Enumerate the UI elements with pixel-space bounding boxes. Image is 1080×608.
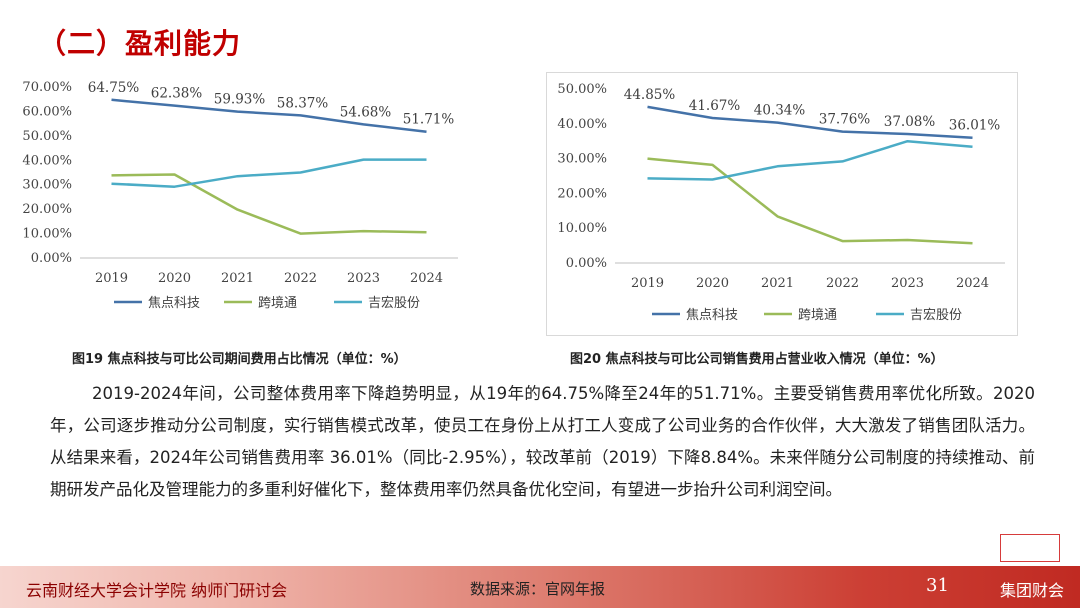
data-label: 62.38% bbox=[151, 86, 203, 102]
figure-20-caption: 图20 焦点科技与可比公司销售费用占营业收入情况（单位：%） bbox=[570, 352, 944, 367]
figure-19-caption: 图19 焦点科技与可比公司期间费用占比情况（单位：%） bbox=[72, 352, 407, 367]
legend-label: 跨境通 bbox=[258, 296, 297, 311]
chart-1-svg: 0.00% 10.00% 20.00% 30.00% 40.00% 50.00% 60.00… bbox=[22, 80, 458, 311]
x-tick-label: 2019 bbox=[631, 276, 664, 291]
y-tick-label: 20.00% bbox=[22, 202, 72, 217]
footer-brand: 集团财会 bbox=[1000, 581, 1065, 600]
analysis-paragraph: 2019-2024年间，公司整体费用率下降趋势明显，从19年的64.75%降至2… bbox=[50, 384, 1035, 499]
legend-label: 焦点科技 bbox=[686, 308, 738, 323]
series-line-1 bbox=[647, 157, 973, 245]
data-label: 37.76% bbox=[819, 112, 871, 128]
y-tick-label: 70.00% bbox=[22, 80, 72, 95]
series-line-2 bbox=[111, 158, 427, 188]
y-tick-label: 0.00% bbox=[566, 256, 607, 271]
data-label: 40.34% bbox=[754, 103, 806, 119]
y-tick-label: 0.00% bbox=[31, 251, 72, 266]
x-tick-label: 2020 bbox=[696, 276, 729, 291]
legend-label: 吉宏股份 bbox=[910, 308, 962, 323]
x-tick-label: 2021 bbox=[221, 271, 254, 286]
x-tick-label: 2019 bbox=[95, 271, 128, 286]
y-tick-label: 40.00% bbox=[22, 153, 72, 168]
x-tick-label: 2020 bbox=[158, 271, 191, 286]
y-tick-label: 30.00% bbox=[557, 152, 607, 167]
chart-2-svg: 0.00% 10.00% 20.00% 30.00% 40.00% 50.00% 2019 2… bbox=[557, 82, 1005, 323]
data-label: 51.71% bbox=[403, 112, 455, 128]
y-tick-label: 20.00% bbox=[557, 186, 607, 201]
y-tick-label: 50.00% bbox=[22, 129, 72, 144]
series-line-0 bbox=[647, 105, 973, 139]
chart-sales-expense-ratio: 0.00% 10.00% 20.00% 30.00% 40.00% 50.00% 2019 2… bbox=[546, 72, 1018, 336]
series-line-1 bbox=[111, 173, 427, 235]
section-title: （二）盈利能力 bbox=[38, 27, 242, 60]
data-label: 41.67% bbox=[689, 98, 741, 114]
data-label: 37.08% bbox=[884, 114, 936, 130]
footer-data-source: 数据来源：官网年报 bbox=[470, 580, 606, 598]
data-label: 59.93% bbox=[214, 92, 266, 108]
page-number: 31 bbox=[926, 575, 949, 596]
x-tick-label: 2022 bbox=[284, 271, 317, 286]
data-label: 64.75% bbox=[88, 80, 140, 96]
stamp-graphic bbox=[1000, 534, 1060, 562]
y-tick-label: 10.00% bbox=[22, 227, 72, 242]
x-tick-label: 2023 bbox=[891, 276, 924, 291]
chart-period-expense-ratio: 0.00% 10.00% 20.00% 30.00% 40.00% 50.00% 60.00… bbox=[18, 70, 468, 315]
y-tick-label: 30.00% bbox=[22, 178, 72, 193]
legend-label: 吉宏股份 bbox=[368, 296, 420, 311]
x-tick-label: 2023 bbox=[347, 271, 380, 286]
legend-label: 跨境通 bbox=[798, 308, 837, 323]
series-line-0 bbox=[111, 98, 427, 133]
y-tick-label: 50.00% bbox=[557, 82, 607, 97]
footer-organizer: 云南财经大学会计学院 纳师门研讨会 bbox=[26, 581, 288, 600]
data-label: 36.01% bbox=[949, 118, 1001, 134]
x-tick-label: 2022 bbox=[826, 276, 859, 291]
y-tick-label: 10.00% bbox=[557, 221, 607, 236]
legend-label: 焦点科技 bbox=[148, 296, 200, 311]
data-label: 58.37% bbox=[277, 95, 329, 111]
data-label: 44.85% bbox=[624, 87, 676, 103]
series-line-2 bbox=[647, 139, 973, 181]
x-tick-label: 2024 bbox=[956, 276, 989, 291]
y-tick-label: 60.00% bbox=[22, 104, 72, 119]
y-tick-label: 40.00% bbox=[557, 117, 607, 132]
x-tick-label: 2024 bbox=[410, 271, 443, 286]
footer-bar: 云南财经大学会计学院 纳师门研讨会 数据来源：官网年报 31 集团财会 bbox=[0, 566, 1080, 608]
x-tick-label: 2021 bbox=[761, 276, 794, 291]
data-label: 54.68% bbox=[340, 104, 392, 120]
